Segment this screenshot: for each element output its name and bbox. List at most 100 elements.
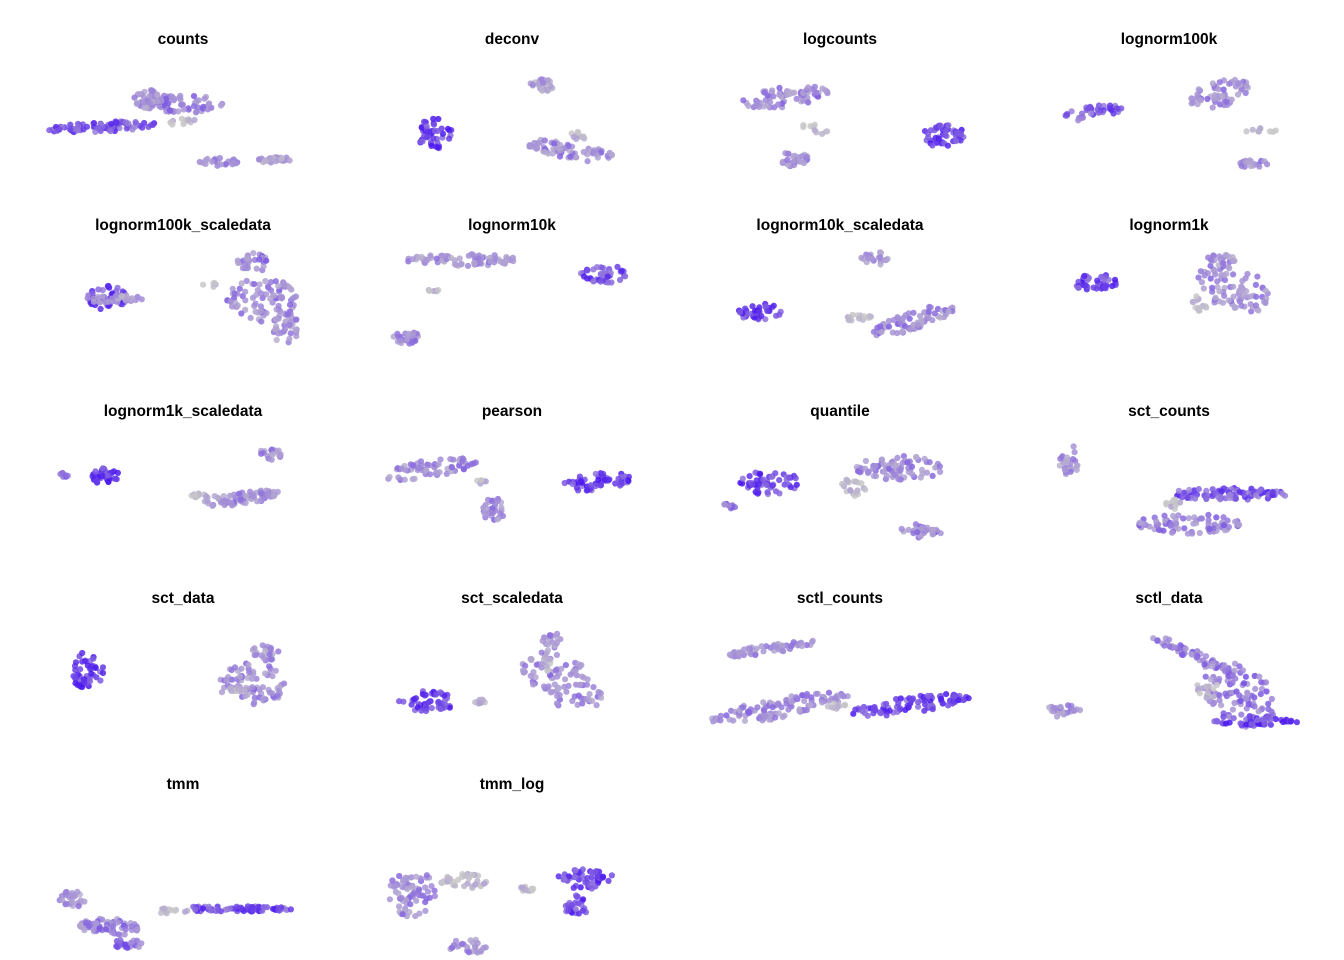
cell-point bbox=[1203, 494, 1210, 501]
cell-point bbox=[410, 329, 417, 336]
cell-point bbox=[117, 937, 124, 944]
cell-point bbox=[877, 710, 885, 717]
cell-point bbox=[235, 490, 243, 497]
cell-point bbox=[739, 475, 746, 482]
cell-point bbox=[443, 470, 450, 477]
cell-point bbox=[572, 906, 579, 913]
cell-point bbox=[551, 140, 558, 147]
cell-point bbox=[905, 526, 912, 533]
cell-point bbox=[811, 83, 818, 90]
cell-point bbox=[608, 872, 615, 879]
cell-point bbox=[467, 937, 474, 944]
cell-point bbox=[92, 468, 99, 475]
cell-point bbox=[258, 318, 265, 325]
cell-point bbox=[858, 254, 865, 261]
cell-point bbox=[465, 252, 472, 259]
cell-point bbox=[909, 695, 917, 702]
cell-point bbox=[396, 903, 403, 910]
cell-point bbox=[778, 704, 785, 711]
facet-panel-pearson: pearson bbox=[347, 402, 677, 572]
cell-point bbox=[435, 461, 442, 468]
cell-point bbox=[561, 683, 568, 690]
cell-point bbox=[242, 297, 249, 304]
cell-point bbox=[944, 142, 951, 149]
panel-title: lognorm10k bbox=[468, 217, 556, 234]
cell-point bbox=[1255, 708, 1262, 715]
cell-point bbox=[1230, 257, 1237, 265]
cell-point bbox=[267, 155, 274, 162]
cell-point bbox=[541, 653, 549, 661]
cell-point bbox=[580, 273, 588, 280]
cell-point bbox=[267, 656, 275, 663]
cell-point bbox=[1195, 274, 1202, 281]
cell-point bbox=[1230, 715, 1237, 722]
cell-point bbox=[257, 307, 265, 315]
cell-point bbox=[424, 888, 432, 895]
cell-point bbox=[1240, 680, 1248, 687]
cell-point bbox=[104, 472, 111, 479]
cell-point bbox=[409, 476, 416, 483]
cell-point bbox=[417, 138, 424, 145]
cell-point bbox=[1196, 529, 1203, 537]
cell-point bbox=[1216, 79, 1223, 86]
cell-point bbox=[428, 142, 435, 149]
cell-point bbox=[897, 319, 904, 326]
cell-point bbox=[476, 259, 483, 267]
cell-point bbox=[412, 337, 419, 344]
cell-point bbox=[929, 472, 936, 479]
cell-point bbox=[1251, 672, 1258, 680]
cell-point bbox=[1248, 721, 1255, 728]
cell-point bbox=[241, 687, 248, 694]
cell-point bbox=[754, 704, 761, 711]
cell-point bbox=[1228, 96, 1235, 103]
cell-point bbox=[139, 124, 146, 131]
cell-point bbox=[483, 510, 490, 517]
cell-point bbox=[253, 291, 260, 298]
cell-point bbox=[397, 337, 404, 344]
cell-point bbox=[1268, 695, 1275, 703]
panel-title: tmm_log bbox=[479, 776, 545, 793]
cell-point bbox=[1230, 283, 1237, 290]
cell-point bbox=[90, 926, 97, 933]
cell-point bbox=[526, 143, 533, 150]
panel-title: sctl_counts bbox=[796, 590, 884, 607]
cell-point bbox=[955, 696, 962, 704]
cell-point bbox=[549, 150, 556, 157]
cell-point bbox=[237, 496, 244, 503]
cell-point bbox=[422, 907, 429, 914]
cell-point bbox=[75, 123, 82, 130]
cell-point bbox=[1249, 126, 1256, 133]
cell-point bbox=[1218, 702, 1225, 709]
cell-point bbox=[423, 466, 430, 473]
cell-point bbox=[498, 504, 505, 511]
cell-point bbox=[386, 473, 393, 481]
cell-point bbox=[1161, 642, 1168, 649]
cell-point bbox=[844, 478, 851, 485]
cell-point bbox=[452, 261, 459, 268]
cell-point bbox=[435, 115, 442, 123]
cell-point bbox=[203, 493, 210, 500]
cell-point bbox=[1235, 79, 1242, 87]
cell-point bbox=[776, 311, 783, 318]
cell-point bbox=[898, 464, 905, 471]
cell-point bbox=[808, 694, 815, 701]
cell-point bbox=[233, 903, 240, 910]
cell-point bbox=[286, 335, 293, 343]
cell-point bbox=[217, 161, 225, 168]
cell-point bbox=[469, 460, 476, 467]
cell-point bbox=[527, 672, 534, 679]
cell-point bbox=[1224, 517, 1231, 524]
scatter-plot bbox=[390, 251, 629, 347]
cell-point bbox=[819, 699, 826, 706]
cell-point bbox=[923, 527, 930, 534]
cell-point bbox=[269, 690, 276, 697]
cell-point bbox=[1153, 518, 1160, 525]
cell-point bbox=[957, 130, 964, 137]
cell-point bbox=[421, 118, 428, 125]
cell-point bbox=[929, 317, 936, 324]
cell-point bbox=[272, 326, 279, 333]
cell-point bbox=[1185, 515, 1192, 522]
cell-point bbox=[923, 469, 931, 476]
cell-point bbox=[260, 263, 267, 270]
cell-point bbox=[575, 661, 582, 668]
